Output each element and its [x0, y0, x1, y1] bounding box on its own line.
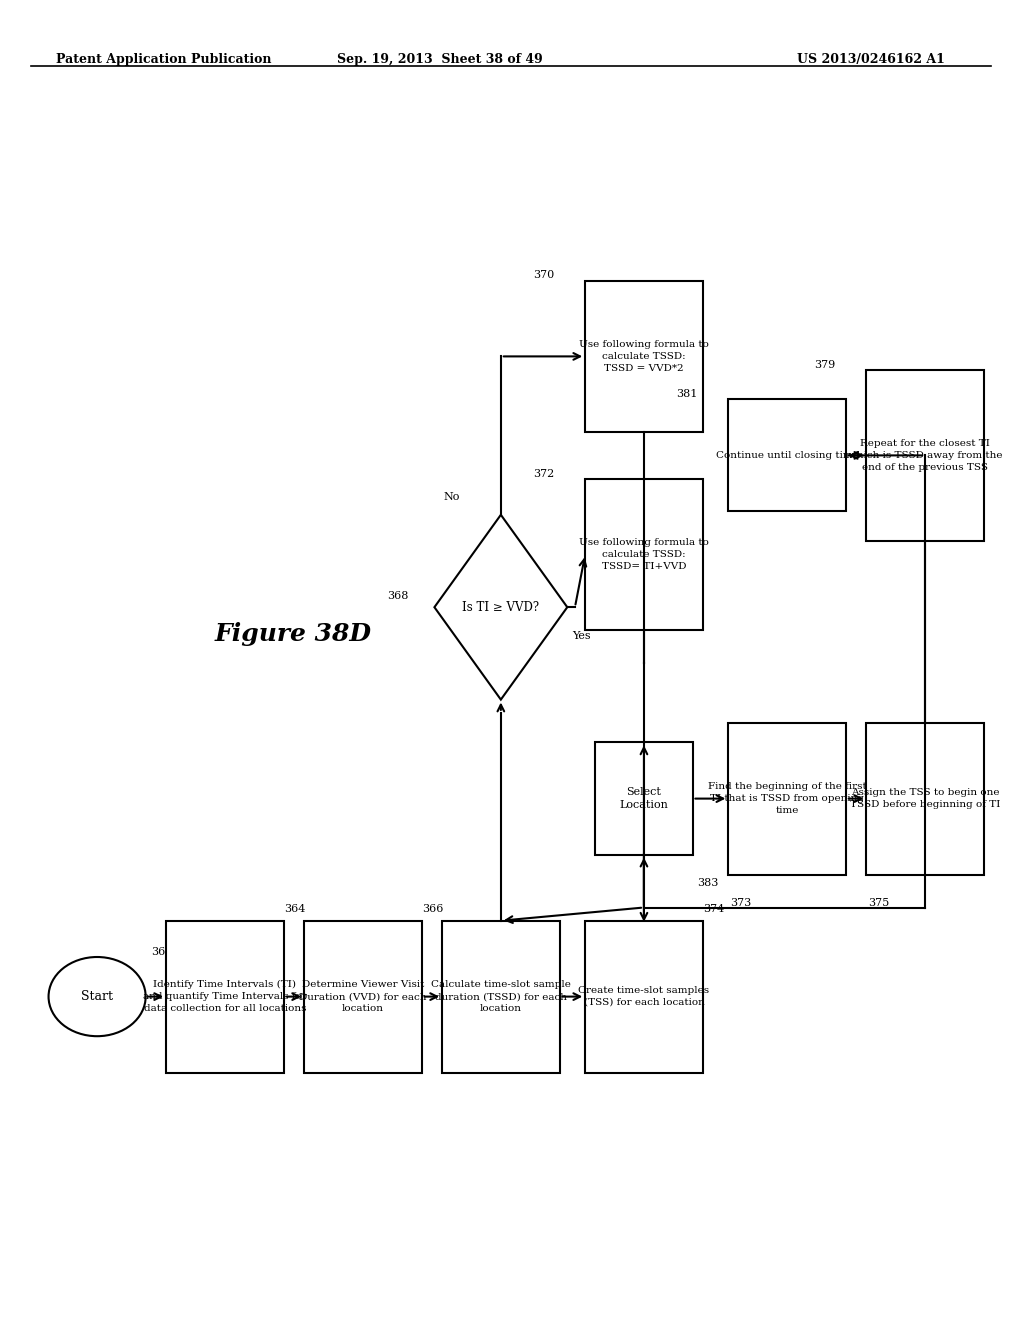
Text: 372: 372: [534, 469, 555, 479]
Text: 373: 373: [730, 898, 752, 908]
Text: No: No: [443, 491, 460, 502]
Text: 362: 362: [151, 946, 172, 957]
FancyBboxPatch shape: [585, 921, 702, 1072]
Text: Start: Start: [81, 990, 113, 1003]
Text: Yes: Yes: [572, 631, 591, 642]
Text: Identify Time Intervals (TI)
and quantify Time Intervals for
data collection for: Identify Time Intervals (TI) and quantif…: [143, 981, 307, 1012]
Text: 375: 375: [868, 898, 890, 908]
FancyBboxPatch shape: [728, 722, 846, 874]
Text: Repeat for the closest TI
which is TSSD away from the
end of the previous TSS: Repeat for the closest TI which is TSSD …: [848, 440, 1002, 471]
Text: Find the beginning of the first
TI that is TSSD from opening
time: Find the beginning of the first TI that …: [708, 783, 866, 814]
FancyBboxPatch shape: [585, 479, 702, 631]
FancyBboxPatch shape: [595, 742, 692, 855]
Text: US 2013/0246162 A1: US 2013/0246162 A1: [798, 53, 945, 66]
Text: 379: 379: [814, 359, 836, 370]
Text: Use following formula to
calculate TSSD:
TSSD= TI+VVD: Use following formula to calculate TSSD:…: [579, 539, 709, 570]
Polygon shape: [434, 515, 567, 700]
Ellipse shape: [48, 957, 145, 1036]
Text: Create time-slot samples
(TSS) for each location: Create time-slot samples (TSS) for each …: [579, 986, 710, 1007]
Text: Determine Viewer Visit
Duration (VVD) for each
location: Determine Viewer Visit Duration (VVD) fo…: [299, 981, 427, 1012]
Text: 368: 368: [387, 590, 409, 601]
Text: Assign the TSS to begin one
TSSD before beginning of TI: Assign the TSS to begin one TSSD before …: [850, 788, 1000, 809]
FancyBboxPatch shape: [866, 370, 984, 541]
FancyBboxPatch shape: [728, 399, 846, 511]
Text: 381: 381: [676, 389, 697, 399]
Text: Use following formula to
calculate TSSD:
TSSD = VVD*2: Use following formula to calculate TSSD:…: [579, 341, 709, 372]
Text: 383: 383: [697, 879, 719, 888]
FancyBboxPatch shape: [304, 921, 422, 1072]
Text: Select
Location: Select Location: [620, 787, 669, 810]
FancyBboxPatch shape: [585, 281, 702, 433]
Text: Continue until closing time: Continue until closing time: [716, 451, 858, 459]
Text: 366: 366: [422, 904, 443, 913]
Text: Is TI ≥ VVD?: Is TI ≥ VVD?: [462, 601, 540, 614]
Text: Patent Application Publication: Patent Application Publication: [56, 53, 271, 66]
Text: Calculate time-slot sample
duration (TSSD) for each
location: Calculate time-slot sample duration (TSS…: [431, 981, 570, 1012]
FancyBboxPatch shape: [866, 722, 984, 874]
FancyBboxPatch shape: [166, 921, 284, 1072]
Text: 374: 374: [702, 904, 724, 913]
Text: Figure 38D: Figure 38D: [215, 622, 372, 645]
Text: Sep. 19, 2013  Sheet 38 of 49: Sep. 19, 2013 Sheet 38 of 49: [337, 53, 543, 66]
Text: 370: 370: [534, 271, 555, 281]
Text: 364: 364: [284, 904, 305, 913]
FancyBboxPatch shape: [442, 921, 560, 1072]
